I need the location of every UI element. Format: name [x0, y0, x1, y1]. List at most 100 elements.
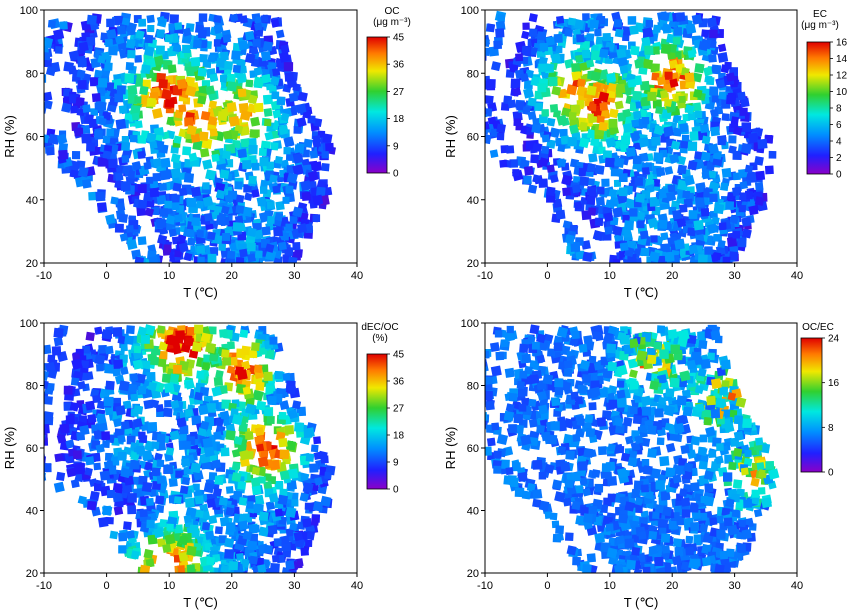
data-point	[690, 435, 701, 446]
data-point	[248, 555, 259, 565]
data-point	[233, 436, 243, 446]
data-point	[519, 72, 530, 83]
data-point	[178, 551, 189, 562]
data-point	[527, 110, 537, 121]
data-point	[134, 54, 143, 63]
data-point	[521, 30, 530, 40]
data-point	[310, 444, 319, 453]
data-point	[300, 180, 312, 192]
data-point	[251, 466, 261, 475]
data-point	[109, 530, 119, 540]
data-point	[758, 469, 768, 479]
y-tick-label: 100	[20, 5, 38, 17]
data-point	[53, 481, 65, 493]
data-point	[537, 31, 547, 41]
data-point	[500, 459, 510, 469]
data-point	[139, 564, 151, 573]
data-point	[34, 366, 42, 374]
data-point	[231, 461, 241, 471]
data-point	[159, 518, 168, 528]
data-point	[174, 214, 183, 223]
data-point	[641, 36, 651, 47]
data-point	[647, 91, 657, 101]
data-point	[470, 98, 480, 108]
data-point	[665, 442, 676, 453]
data-point	[173, 496, 182, 505]
data-point	[513, 118, 522, 127]
data-point	[196, 230, 204, 238]
y-tick-label: 20	[467, 258, 479, 270]
data-point	[202, 437, 213, 448]
data-point	[247, 94, 258, 105]
data-point	[249, 129, 259, 139]
data-point	[562, 497, 572, 507]
data-point	[124, 112, 135, 122]
x-tick-label: 10	[163, 270, 175, 282]
data-point	[523, 87, 534, 99]
data-point	[261, 73, 272, 84]
data-point	[268, 62, 277, 71]
data-point	[292, 164, 304, 176]
colorbar-title: (%)	[372, 333, 388, 344]
data-point	[619, 242, 629, 252]
data-point	[644, 45, 654, 55]
data-point	[59, 423, 70, 434]
data-point	[81, 124, 91, 135]
data-point	[724, 454, 734, 464]
data-point	[597, 16, 606, 25]
data-point	[118, 545, 127, 554]
data-point	[495, 351, 505, 361]
data-point	[262, 94, 273, 105]
data-point	[110, 196, 119, 205]
data-point	[200, 332, 211, 343]
data-point	[630, 441, 641, 452]
data-point	[724, 61, 732, 70]
data-point	[271, 91, 280, 100]
data-point	[104, 405, 115, 416]
data-point	[207, 54, 216, 63]
data-point	[186, 564, 196, 573]
data-point	[640, 437, 651, 447]
data-point	[539, 114, 548, 124]
data-point	[541, 109, 549, 117]
data-point	[148, 255, 159, 263]
data-point	[56, 133, 68, 145]
data-point	[275, 201, 285, 211]
data-point	[44, 417, 46, 429]
data-point	[664, 251, 675, 262]
data-point	[198, 404, 209, 416]
data-point	[538, 471, 547, 480]
data-point	[237, 88, 247, 98]
data-point	[677, 164, 687, 175]
data-point	[555, 209, 566, 220]
data-point	[512, 87, 522, 97]
data-point	[30, 98, 39, 107]
data-point	[596, 115, 605, 124]
colorbar-tick-label: 16	[836, 38, 848, 49]
data-point	[278, 51, 291, 63]
colorbar-tick-label: 36	[393, 60, 405, 71]
data-point	[473, 398, 482, 407]
data-point	[670, 140, 681, 151]
data-point	[604, 157, 615, 168]
data-point	[721, 167, 732, 178]
data-point	[266, 415, 275, 425]
data-point	[238, 102, 249, 113]
y-tick-label: 20	[26, 258, 38, 270]
data-point	[244, 52, 256, 64]
data-point	[293, 153, 304, 164]
data-point	[240, 558, 250, 568]
colorbar-tick-label: 9	[393, 458, 399, 469]
x-tick-label: 0	[104, 270, 110, 282]
data-point	[75, 96, 85, 107]
colorbar-tick-label: 45	[393, 33, 405, 44]
data-point	[199, 147, 210, 158]
y-axis-label: RH (%)	[2, 427, 17, 470]
data-point	[252, 39, 261, 48]
data-point	[122, 483, 133, 494]
data-point	[195, 509, 204, 519]
data-point	[170, 167, 182, 179]
data-point	[627, 358, 638, 369]
data-point	[215, 369, 224, 379]
